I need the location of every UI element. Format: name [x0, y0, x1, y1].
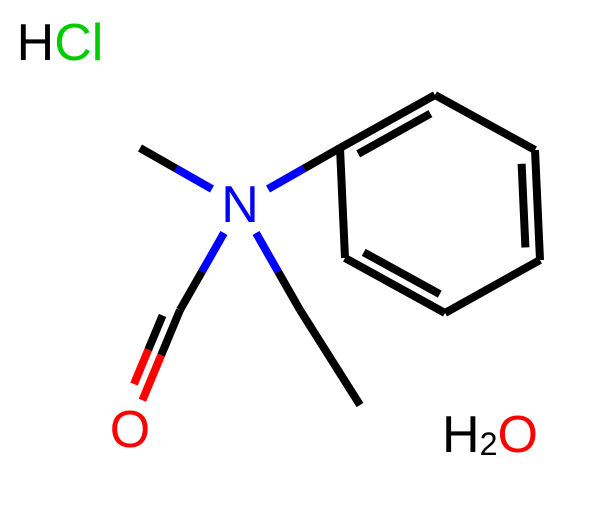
n-atom-label: N	[221, 176, 259, 234]
hcl-label: HCl	[17, 14, 104, 72]
o-atom-label: O	[110, 401, 150, 459]
h2o-label: H2O	[442, 406, 538, 464]
